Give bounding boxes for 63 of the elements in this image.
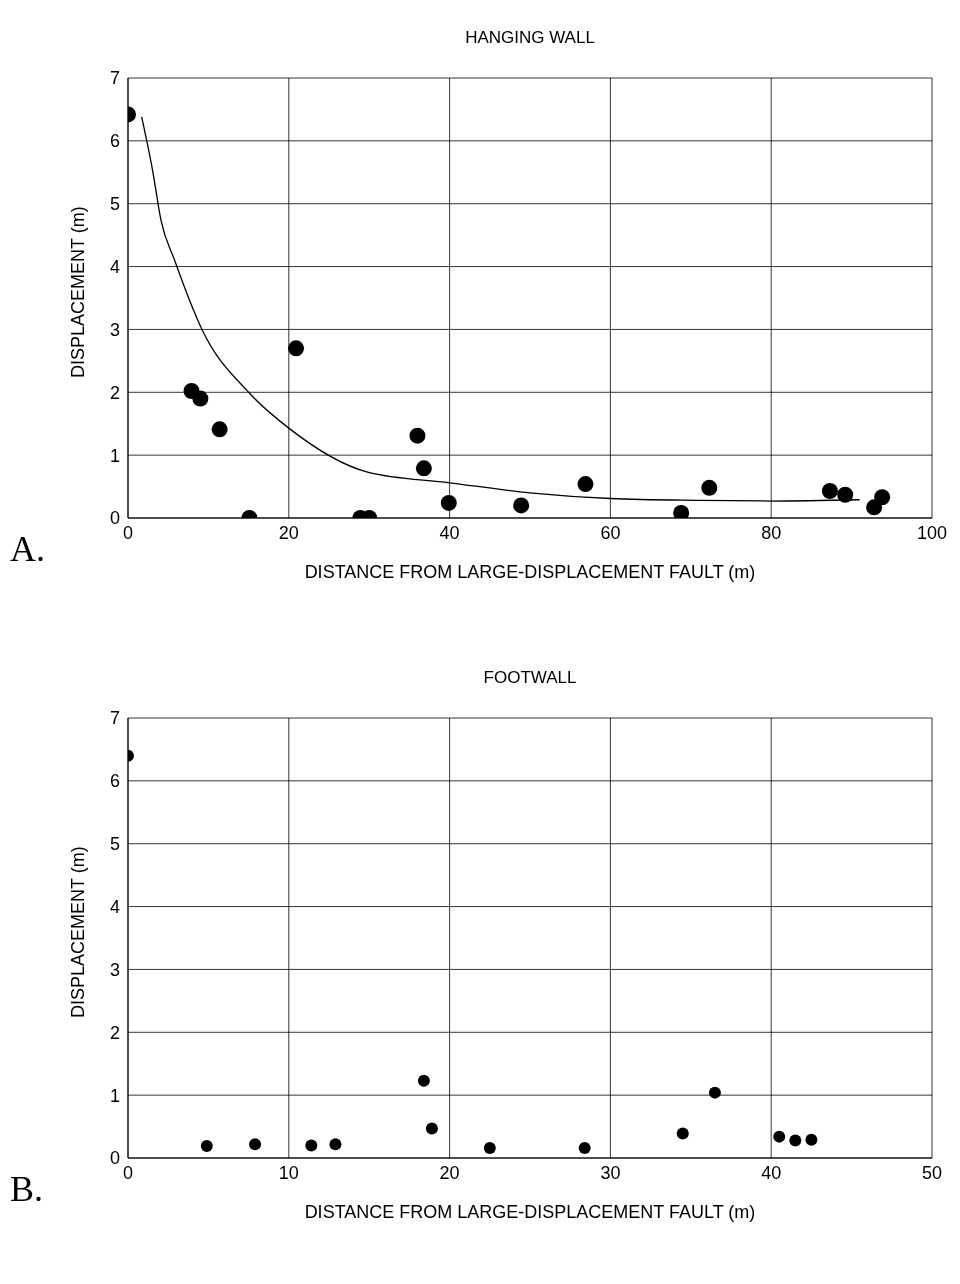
y-tick-label: 1 <box>109 1085 120 1106</box>
x-tick-label: 10 <box>278 1162 299 1183</box>
text: A. <box>10 528 45 570</box>
point <box>288 340 305 357</box>
x-tick-label: 20 <box>278 522 299 543</box>
point <box>578 1141 591 1154</box>
y-tick-label: 1 <box>109 445 120 466</box>
x-tick-label: 40 <box>439 522 460 543</box>
y-tick-label: 7 <box>109 708 120 729</box>
point <box>192 390 209 407</box>
point <box>577 476 594 493</box>
point <box>701 479 718 496</box>
chart-title: FOOTWALL <box>482 667 578 689</box>
point <box>483 1141 496 1154</box>
text: B. <box>10 1168 44 1210</box>
y-tick-label: 0 <box>109 1148 120 1169</box>
x-tick-label: 80 <box>761 522 782 543</box>
x-tick-label: 50 <box>921 1162 943 1183</box>
point <box>789 1134 802 1147</box>
y-tick-label: 6 <box>109 771 120 792</box>
point <box>676 1127 689 1140</box>
point <box>866 499 883 516</box>
y-tick-label: 4 <box>109 256 120 277</box>
y-tick-label: 6 <box>109 131 120 152</box>
y-tick-label: 0 <box>109 508 120 529</box>
point <box>329 1138 342 1151</box>
y-tick-label: 2 <box>109 382 120 403</box>
y-tick-label: 4 <box>109 896 120 917</box>
x-tick-label: 20 <box>439 1162 460 1183</box>
point <box>673 504 690 518</box>
x-tick-label: 0 <box>122 522 134 543</box>
point <box>805 1133 818 1146</box>
x-tick-label: 100 <box>916 522 948 543</box>
y-tick-label: 7 <box>109 68 120 89</box>
y-tick-label: 3 <box>109 959 120 980</box>
point <box>874 489 891 506</box>
point <box>305 1139 318 1152</box>
point <box>409 427 426 444</box>
x-tick-label: 30 <box>600 1162 621 1183</box>
point <box>211 421 228 438</box>
y-axis-title: DISPLACEMENT (m) <box>68 206 89 378</box>
point <box>773 1130 786 1143</box>
point <box>249 1138 262 1151</box>
point <box>425 1122 438 1135</box>
point <box>821 482 838 499</box>
point <box>200 1140 213 1153</box>
y-tick-label: 5 <box>109 194 120 215</box>
x-tick-label: 40 <box>761 1162 782 1183</box>
point <box>708 1086 721 1099</box>
x-tick-label: 0 <box>122 1162 134 1183</box>
point <box>837 486 854 503</box>
point <box>513 497 530 514</box>
point <box>415 460 432 477</box>
x-tick-label: 60 <box>600 522 621 543</box>
point <box>417 1074 430 1087</box>
y-tick-label: 3 <box>109 319 120 340</box>
point <box>440 494 457 511</box>
y-tick-label: 5 <box>109 834 120 855</box>
x-axis-title: DISTANCE FROM LARGE-DISPLACEMENT FAULT (m) <box>304 562 756 582</box>
x-axis-title: DISTANCE FROM LARGE-DISPLACEMENT FAULT (m) <box>304 1202 756 1222</box>
y-axis-title: DISPLACEMENT (m) <box>68 846 89 1018</box>
chart-title: HANGING WALL <box>464 27 596 49</box>
y-tick-label: 2 <box>109 1022 120 1043</box>
